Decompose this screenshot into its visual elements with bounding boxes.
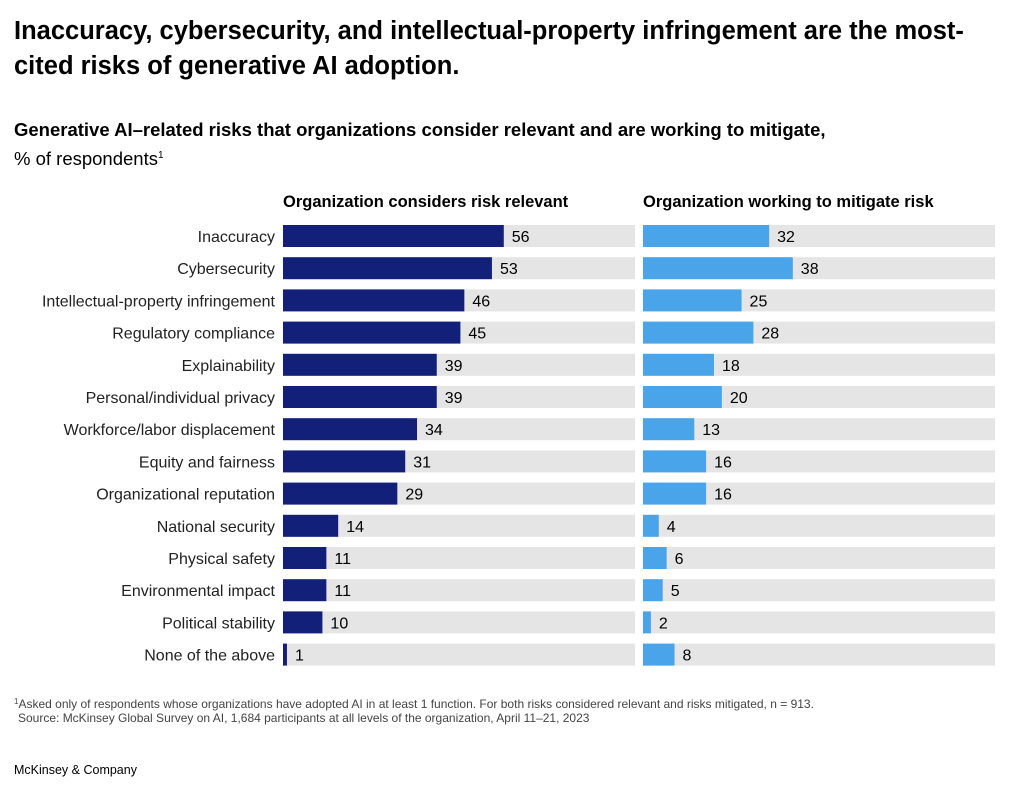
bar-relevant <box>283 611 323 634</box>
bar-track-mitigate <box>643 386 995 408</box>
value-label-relevant: 11 <box>334 551 351 568</box>
bar-relevant <box>283 514 339 537</box>
bar-track-mitigate <box>643 482 995 505</box>
value-label-relevant: 56 <box>512 229 530 246</box>
bar-track-relevant <box>283 611 635 634</box>
value-label-relevant: 31 <box>413 454 431 471</box>
value-label-mitigate: 13 <box>702 422 720 439</box>
chart-title: Inaccuracy, cybersecurity, and intellect… <box>14 17 964 80</box>
category-label: Workforce/labor displacement <box>64 422 276 439</box>
bar-track-mitigate <box>643 611 995 634</box>
bar-mitigate <box>643 482 707 505</box>
source-note: Source: McKinsey Global Survey on AI, 1,… <box>18 711 590 725</box>
bar-relevant <box>283 643 287 666</box>
value-label-mitigate: 18 <box>722 358 740 375</box>
value-label-mitigate: 32 <box>777 229 795 246</box>
value-label-relevant: 10 <box>330 615 348 632</box>
bar-track-relevant <box>283 579 635 602</box>
bar-mitigate <box>643 386 722 408</box>
value-label-mitigate: 20 <box>730 390 748 407</box>
footnote-text: Asked only of respondents whose organiza… <box>18 697 814 711</box>
bar-track-mitigate <box>643 579 995 602</box>
value-label-relevant: 39 <box>445 390 463 407</box>
value-label-mitigate: 8 <box>683 648 692 665</box>
bar-relevant <box>283 547 327 569</box>
category-label: Inaccuracy <box>198 229 275 246</box>
value-label-relevant: 29 <box>405 487 423 504</box>
bar-relevant <box>283 225 504 247</box>
unit-label: % of respondents1 <box>14 144 164 171</box>
bar-relevant <box>283 482 398 505</box>
bar-mitigate <box>643 547 667 569</box>
value-label-relevant: 45 <box>468 326 486 343</box>
category-label: None of the above <box>144 648 275 665</box>
value-label-relevant: 11 <box>334 583 351 600</box>
value-label-mitigate: 2 <box>659 615 668 632</box>
bar-mitigate <box>643 579 663 602</box>
category-label: Organizational reputation <box>96 487 275 504</box>
value-label-mitigate: 6 <box>675 551 684 568</box>
bar-track-mitigate <box>643 418 995 441</box>
panel-title-mitigate: Organization working to mitigate risk <box>643 193 934 211</box>
bar-relevant <box>283 257 492 280</box>
value-label-mitigate: 28 <box>761 326 779 343</box>
bar-mitigate <box>643 225 770 247</box>
value-label-relevant: 39 <box>445 358 463 375</box>
category-label: Environmental impact <box>121 583 275 600</box>
category-label: Personal/individual privacy <box>86 390 275 407</box>
bar-relevant <box>283 450 406 473</box>
value-label-mitigate: 5 <box>671 583 680 600</box>
value-label-relevant: 1 <box>295 648 304 665</box>
category-label: Explainability <box>182 358 275 375</box>
bar-track-mitigate <box>643 643 995 666</box>
value-label-relevant: 34 <box>425 422 443 439</box>
bar-mitigate <box>643 643 675 666</box>
value-label-relevant: 53 <box>500 261 518 278</box>
bar-mitigate <box>643 353 714 376</box>
footnote: 1Asked only of respondents whose organiz… <box>14 693 1014 713</box>
value-label-relevant: 14 <box>346 519 364 536</box>
value-label-mitigate: 16 <box>714 487 732 504</box>
bar-relevant <box>283 321 461 344</box>
chart-subtitle: Generative AI–related risks that organiz… <box>14 119 826 140</box>
bar-mitigate <box>643 257 793 280</box>
unit-footnote-marker: 1 <box>157 150 164 161</box>
value-label-mitigate: 25 <box>750 293 768 310</box>
bar-track-relevant <box>283 547 635 569</box>
bar-relevant <box>283 353 437 376</box>
bar-mitigate <box>643 321 754 344</box>
category-label: Equity and fairness <box>139 454 275 471</box>
bar-relevant <box>283 579 327 602</box>
bar-relevant <box>283 418 418 441</box>
unit-label-text: % of respondents <box>14 148 158 169</box>
panel-title-relevant: Organization considers risk relevant <box>283 193 569 211</box>
bar-track-mitigate <box>643 450 995 473</box>
category-label: Cybersecurity <box>177 261 275 278</box>
value-label-relevant: 46 <box>472 293 490 310</box>
bar-track-mitigate <box>643 547 995 569</box>
bar-track-relevant <box>283 643 635 666</box>
value-label-mitigate: 4 <box>667 519 676 536</box>
category-label: Regulatory compliance <box>112 326 275 343</box>
category-label: National security <box>157 519 275 536</box>
bar-mitigate <box>643 289 742 312</box>
bar-mitigate <box>643 611 651 634</box>
bar-mitigate <box>643 514 659 537</box>
bar-track-mitigate <box>643 514 995 537</box>
category-label: Intellectual-property infringement <box>42 293 276 310</box>
category-label: Physical safety <box>168 551 275 568</box>
bar-track-relevant <box>283 514 635 537</box>
bar-relevant <box>283 386 437 408</box>
brand-logo: McKinsey & Company <box>14 763 137 777</box>
bar-relevant <box>283 289 465 312</box>
value-label-mitigate: 16 <box>714 454 732 471</box>
category-label: Political stability <box>162 615 275 632</box>
value-label-mitigate: 38 <box>801 261 819 278</box>
bar-mitigate <box>643 418 695 441</box>
bar-mitigate <box>643 450 707 473</box>
footnote-marker: 1 <box>14 697 19 706</box>
bar-track-mitigate <box>643 353 995 376</box>
